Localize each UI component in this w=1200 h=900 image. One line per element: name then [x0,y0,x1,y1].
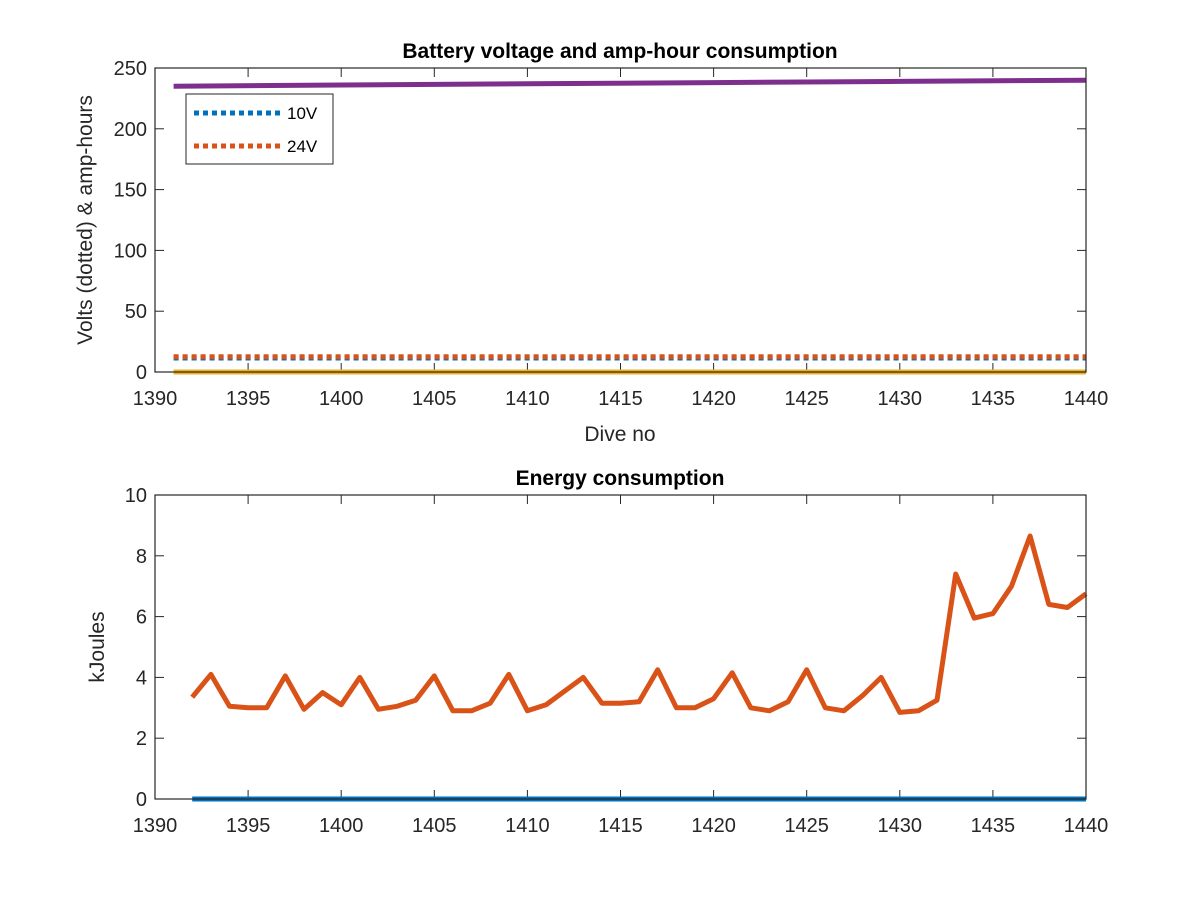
tick-labels: 1390 1395 1400 1405 1410 1415 1420 1425 1430 1435… [114,58,1109,410]
legend-box [185,93,334,165]
y-tick-label: 200 [114,119,147,141]
x-tick-label: 1415 [598,815,643,837]
y-axis-label: kJoules [86,611,109,682]
x-tick-label: 1420 [691,815,736,837]
y-tick-label: 50 [125,301,147,323]
x-tick-label: 1410 [505,815,550,837]
legend: 10V 24V [185,93,334,165]
y-tick-label: 2 [136,728,147,750]
chart-title: Energy consumption [516,467,725,490]
x-tick-label: 1425 [784,815,829,837]
chart-title: Battery voltage and amp-hour consumption [402,40,837,63]
x-tick-label: 1435 [971,815,1016,837]
x-tick-label: 1400 [319,388,364,410]
y-tick-label: 250 [114,58,147,80]
x-tick-label: 1395 [226,388,271,410]
voltage-chart: Battery voltage and amp-hour consumption… [74,40,1108,446]
x-axis-label: Dive no [584,423,655,446]
y-tick-label: 10 [125,485,147,507]
x-tick-label: 1390 [133,388,178,410]
y-tick-label: 100 [114,240,147,262]
x-tick-label: 1390 [133,815,178,837]
y-tick-label: 8 [136,546,147,568]
axes-box [154,67,1087,373]
x-tick-label: 1440 [1064,388,1109,410]
x-tick-label: 1400 [319,815,364,837]
x-tick-label: 1430 [878,815,923,837]
energy-chart: Energy consumption 1390 1395 1400 1405 1410 1… [86,467,1108,837]
x-tick-label: 1395 [226,815,271,837]
x-tick-label: 1405 [412,815,457,837]
axes-box [154,494,1087,800]
x-tick-label: 1410 [505,388,550,410]
x-tick-label: 1405 [412,388,457,410]
y-tick-label: 4 [136,667,147,689]
plot-area [155,495,1086,799]
y-tick-label: 0 [136,362,147,384]
legend-label-10v: 10V [287,104,318,123]
x-tick-label: 1415 [598,388,643,410]
y-tick-label: 150 [114,180,147,202]
legend-label-24v: 24V [287,137,318,156]
series-line-1 [190,533,1088,715]
x-tick-label: 1430 [878,388,923,410]
y-tick-label: 0 [136,789,147,811]
series-line-3 [173,77,1087,89]
tick-labels: 1390 1395 1400 1405 1410 1415 1420 1425 1430 1435… [125,485,1109,837]
y-axis-label: Volts (dotted) & amp-hours [74,95,97,345]
y-tick-label: 6 [136,607,147,629]
x-tick-label: 1440 [1064,815,1109,837]
x-tick-label: 1425 [784,388,829,410]
x-tick-label: 1420 [691,388,736,410]
x-tick-label: 1435 [971,388,1016,410]
